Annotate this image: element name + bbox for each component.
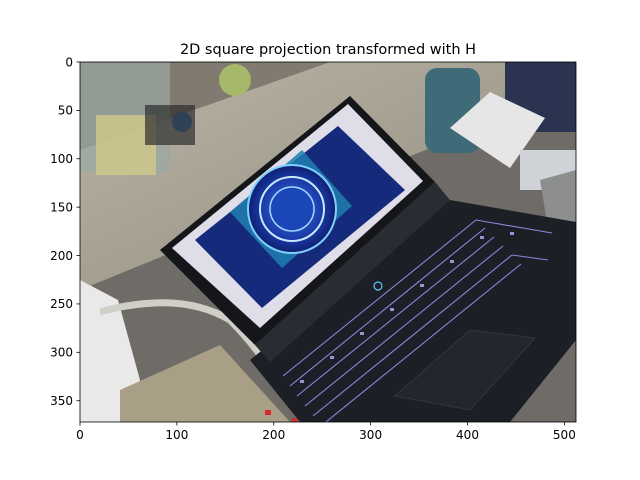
y-tick-label: 300 (50, 346, 73, 360)
y-tick-label: 250 (50, 297, 73, 311)
plot-area (79, 61, 577, 423)
y-axis: 0 50 100 150 200 250 300 350 (50, 55, 80, 408)
x-tick-label: 200 (262, 428, 285, 442)
y-tick-label: 150 (50, 200, 73, 214)
y-tick-label: 350 (50, 394, 73, 408)
y-tick-label: 50 (58, 104, 73, 118)
x-tick-label: 300 (359, 428, 382, 442)
x-tick-label: 100 (165, 428, 188, 442)
x-tick-label: 500 (553, 428, 576, 442)
image-content (80, 62, 576, 422)
x-tick-label: 400 (456, 428, 479, 442)
y-tick-label: 100 (50, 152, 73, 166)
y-tick-label: 200 (50, 249, 73, 263)
y-tick-label: 0 (65, 55, 73, 69)
chart-title: 2D square projection transformed with H (180, 42, 476, 58)
x-tick-label: 0 (76, 428, 84, 442)
x-axis: 0 100 200 300 400 500 (76, 422, 576, 442)
